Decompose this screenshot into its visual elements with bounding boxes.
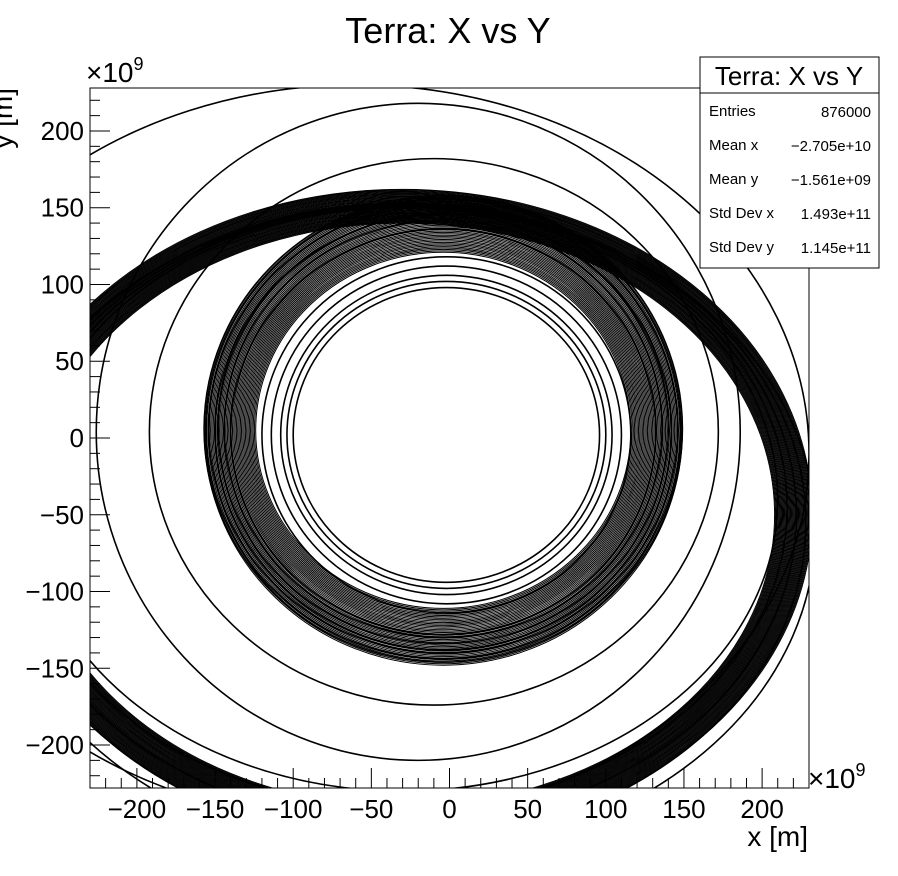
orbit-track-2 [279, 274, 613, 596]
orbit-band-1-ring-38 [90, 190, 809, 788]
orbit-band-1-ring-12 [90, 212, 787, 788]
orbit-band-0-ring-22 [226, 220, 660, 641]
stats-row-label: Std Dev y [709, 239, 775, 256]
x-tick-label: −200 [108, 794, 167, 824]
orbit-band-1-ring-11 [90, 213, 786, 788]
orbit-band-0-ring-10 [242, 237, 645, 624]
stats-row-label: Mean y [709, 171, 759, 188]
y-tick-label: −100 [25, 577, 84, 607]
orbit-band-1-ring-15 [90, 210, 790, 788]
stats-row-value: 1.145e+11 [801, 240, 871, 257]
orbit-track-14 [90, 207, 779, 788]
y-tick-label: 150 [41, 193, 84, 223]
stats-row-label: Std Dev x [709, 205, 775, 222]
x-tick-label: −150 [186, 794, 245, 824]
orbit-band-0-ring-5 [248, 244, 638, 616]
orbit-band-1-ring-27 [90, 199, 801, 788]
orbit-band-1-ring-5 [90, 218, 780, 788]
y-tick-label: 0 [70, 423, 84, 453]
stats-row-label: Entries [709, 103, 756, 120]
y-axis: −200 −150 −100 −50 0 50 100 150 200 [25, 99, 110, 777]
orbit-band-1-ring-32 [90, 195, 806, 788]
y-tick-label: −200 [25, 730, 84, 760]
orbit-track-18 [90, 203, 809, 788]
x-tick-label: 150 [662, 794, 705, 824]
orbit-track-13 [95, 102, 742, 762]
orbit-band-1-ring-16 [90, 209, 791, 788]
x-axis: −200 −150 −100 −50 0 50 100 150 200 [89, 768, 810, 824]
y-axis-label: y [m] [0, 88, 18, 149]
y-tick-label: −150 [25, 653, 84, 683]
chart-title: Terra: X vs Y [345, 10, 550, 51]
stats-box: Terra: X vs Y Entries 876000 Mean x −2.705e… [699, 56, 880, 269]
orbit-band-0-ring-3 [251, 247, 636, 614]
orbit-band-0-ring-17 [233, 227, 654, 634]
x-tick-label: 100 [584, 794, 627, 824]
orbit-band-1-ring-39 [90, 189, 809, 788]
orbit-band-0-ring-12 [239, 234, 647, 626]
stats-row-value: 876000 [821, 104, 871, 121]
orbit-track-5 [229, 228, 657, 636]
orbit-band-0-ring-0 [255, 251, 632, 609]
orbit-band-1-ring-10 [90, 214, 785, 788]
stats-row-value: 1.493e+11 [801, 206, 871, 223]
orbit-band-1-ring-31 [90, 196, 805, 788]
orbit-track-6 [223, 219, 663, 639]
x-tick-label: 200 [740, 794, 783, 824]
orbit-band-1-ring-4 [90, 219, 779, 788]
orbit-track-1 [286, 280, 607, 590]
orbit-band-1-ring-36 [90, 192, 809, 788]
orbit-track-12 [148, 157, 720, 706]
orbit-band-1-ring-1 [90, 221, 776, 788]
orbit-track-17 [90, 202, 807, 788]
x-tick-label: 0 [442, 794, 456, 824]
x-tick-label: −50 [349, 794, 393, 824]
x-tick-label: −100 [264, 794, 323, 824]
orbit-band-0-ring-14 [237, 231, 650, 629]
orbit-band-1-ring-35 [90, 193, 808, 788]
stats-row-value: −1.561e+09 [791, 172, 871, 189]
x-exponent-label: ×109 [808, 760, 866, 794]
y-tick-label: −50 [40, 500, 84, 530]
orbit-band-0-ring-7 [246, 241, 641, 619]
orbit-band-0-ring-15 [235, 230, 651, 631]
y-tick-label: 50 [55, 346, 84, 376]
y-tick-label: 200 [41, 116, 84, 146]
orbit-band-1-ring-40 [90, 188, 809, 788]
orbit-band-1-ring-9 [90, 215, 784, 788]
stats-rows: Entries 876000 Mean x −2.705e+10 Mean y −1.56… [709, 103, 871, 257]
stats-box-title: Terra: X vs Y [715, 61, 863, 91]
y-exponent-label: ×109 [86, 54, 144, 88]
x-axis-label: x [m] [747, 821, 808, 852]
orbit-band-0-ring-6 [247, 243, 640, 618]
x-tick-label: 50 [513, 794, 542, 824]
orbit-band-0-ring-16 [234, 229, 652, 632]
stats-row-label: Mean x [709, 137, 759, 154]
stats-row-value: −2.705e+10 [791, 138, 871, 155]
y-tick-label: 100 [41, 269, 84, 299]
orbit-band-0-ring-4 [250, 246, 637, 615]
orbit-band-0-ring-8 [244, 240, 642, 621]
orbit-band-0-ring-2 [252, 248, 634, 612]
orbit-track-0 [292, 286, 601, 584]
orbit-track-11 [203, 194, 684, 663]
orbit-band-1-ring-37 [90, 191, 809, 788]
orbit-band-0-ring-9 [243, 238, 643, 622]
orbit-track-8 [214, 213, 673, 651]
orbit-track-3 [270, 265, 623, 605]
orbit-band-0-ring-1 [253, 250, 633, 611]
orbit-track-10 [204, 197, 682, 660]
orbit-band-1-ring-8 [90, 215, 783, 788]
orbit-track-15 [90, 205, 788, 788]
orbit-track-4 [261, 256, 632, 614]
orbit-band-0-ring-11 [240, 236, 646, 625]
orbit-band-0-ring-13 [238, 233, 649, 628]
data-layer [90, 88, 809, 788]
orbit-band-0-ring-26 [221, 214, 665, 646]
